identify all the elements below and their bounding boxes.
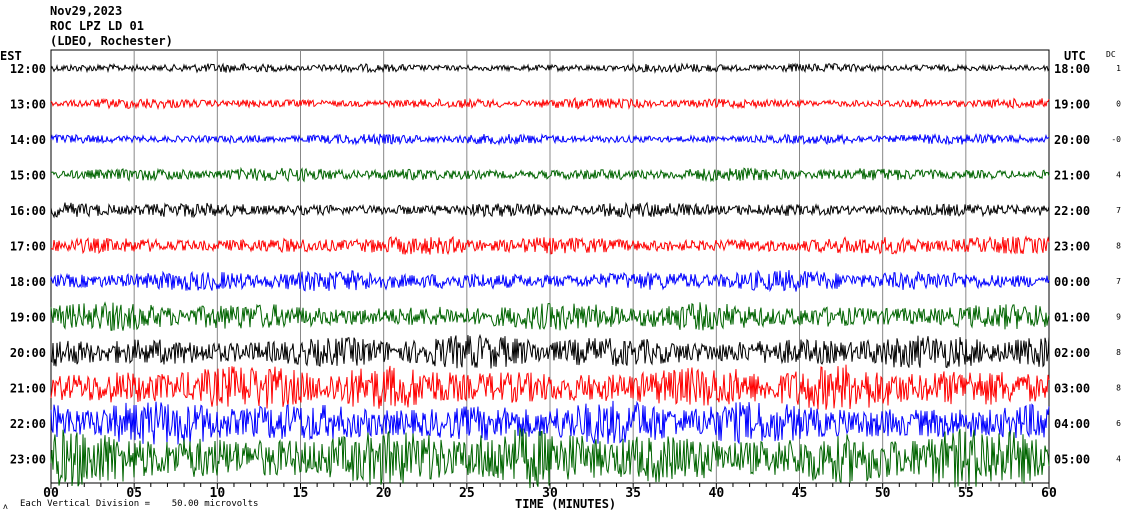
x-tick-label: 20: [376, 486, 392, 501]
utc-hour-label: 18:00: [1054, 62, 1090, 76]
dc-title: DC: [1106, 50, 1116, 59]
dc-offset-label: 7: [1116, 206, 1121, 215]
dc-offset-label: 0: [1116, 100, 1121, 109]
dc-offset-label: 4: [1116, 455, 1121, 464]
utc-hour-label: 19:00: [1054, 98, 1090, 112]
x-tick-label: 40: [709, 486, 725, 501]
utc-hour-label: 02:00: [1054, 346, 1090, 360]
dc-offset-label: 9: [1116, 313, 1121, 322]
x-tick-label: 10: [210, 486, 226, 501]
scale-note: Each Vertical Division = 50.00 microvolt…: [20, 499, 259, 509]
trace-line: [50, 427, 1050, 489]
dc-offset-label: -0: [1111, 135, 1121, 144]
trace-line: [50, 62, 1050, 74]
date-label: Nov29,2023: [50, 4, 123, 18]
trace-line: [50, 132, 1050, 146]
trace-line: [50, 364, 1050, 410]
trace-line: [50, 301, 1050, 331]
est-hour-label: 16:00: [10, 204, 46, 218]
est-title: EST: [0, 49, 22, 63]
est-hour-label: 12:00: [10, 62, 46, 76]
x-tick-label: 35: [625, 486, 641, 501]
trace-line: [50, 269, 1050, 293]
est-hour-label: 17:00: [10, 240, 46, 254]
dc-offset-label: 4: [1116, 171, 1121, 180]
dc-offset-label: 8: [1116, 348, 1121, 357]
est-hour-label: 23:00: [10, 453, 46, 467]
utc-hour-label: 20:00: [1054, 133, 1090, 147]
est-hour-label: 21:00: [10, 382, 46, 396]
x-tick-label: 60: [1041, 486, 1057, 501]
station-label: ROC LPZ LD 01: [50, 19, 144, 33]
utc-hour-label: 00:00: [1054, 275, 1090, 289]
x-tick-label: 15: [293, 486, 309, 501]
x-tick-label: 50: [875, 486, 891, 501]
dc-offset-label: 7: [1116, 277, 1121, 286]
utc-hour-label: 04:00: [1054, 417, 1090, 431]
utc-hour-label: 21:00: [1054, 169, 1090, 183]
est-hour-label: 19:00: [10, 311, 46, 325]
utc-hour-label: 03:00: [1054, 382, 1090, 396]
utc-hour-label: 05:00: [1054, 453, 1090, 467]
est-hour-label: 13:00: [10, 98, 46, 112]
est-hour-label: 18:00: [10, 275, 46, 289]
trace-line: [50, 235, 1050, 256]
est-hour-label: 14:00: [10, 133, 46, 147]
trace-line: [50, 96, 1050, 111]
utc-title: UTC: [1064, 49, 1086, 63]
dc-offset-label: 6: [1116, 419, 1121, 428]
trace-line: [50, 166, 1050, 183]
x-tick-label: 05: [126, 486, 142, 501]
x-tick-label: 55: [958, 486, 974, 501]
x-axis-label: TIME (MINUTES): [515, 497, 616, 511]
utc-hour-label: 22:00: [1054, 204, 1090, 218]
est-hour-label: 20:00: [10, 346, 46, 360]
utc-hour-label: 01:00: [1054, 311, 1090, 325]
est-hour-label: 22:00: [10, 417, 46, 431]
scale-symbol: ʌ: [3, 502, 8, 511]
trace-line: [50, 400, 1050, 445]
trace-line: [50, 201, 1050, 220]
trace-line: [50, 333, 1050, 369]
x-tick-label: 30: [542, 486, 558, 501]
dc-offset-label: 8: [1116, 242, 1121, 251]
x-tick-label: 00: [43, 486, 59, 501]
x-tick-label: 45: [792, 486, 808, 501]
x-tick-label: 25: [459, 486, 475, 501]
dc-offset-label: 1: [1116, 64, 1121, 73]
est-hour-label: 15:00: [10, 169, 46, 183]
network-label: (LDEO, Rochester): [50, 34, 173, 48]
dc-offset-label: 8: [1116, 384, 1121, 393]
utc-hour-label: 23:00: [1054, 240, 1090, 254]
